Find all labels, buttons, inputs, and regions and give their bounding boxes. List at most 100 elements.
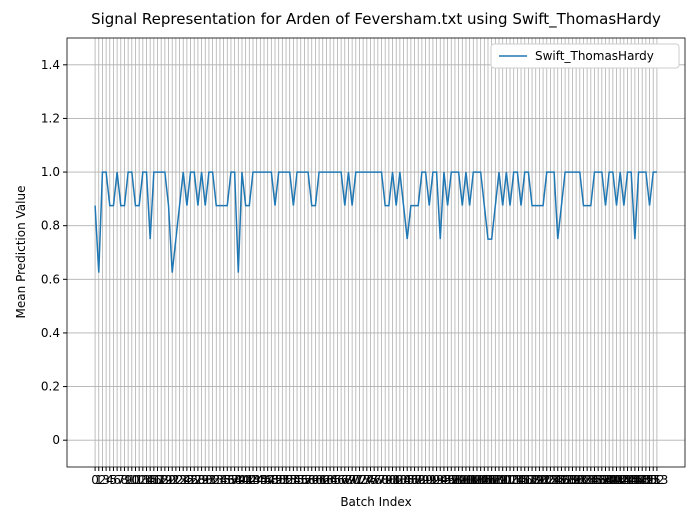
x-tick-label: 59	[304, 473, 319, 487]
x-tick-label: 98	[447, 473, 462, 487]
x-tick-label: 36	[220, 473, 235, 487]
x-tick-label: 13	[135, 473, 150, 487]
y-tick-label: 0.4	[41, 326, 60, 340]
x-tick-label: 31	[201, 473, 216, 487]
y-tick-label: 0	[52, 433, 60, 447]
x-tick-label: 66	[330, 473, 345, 487]
x-tick-label: 143	[609, 473, 632, 487]
x-tick-label: 106	[473, 473, 496, 487]
x-tick-label: 16	[146, 473, 161, 487]
x-tick-label: 10	[124, 473, 139, 487]
x-tick-label: 57	[297, 473, 312, 487]
x-tick-label: 145	[616, 473, 639, 487]
x-tick-label: 110	[488, 473, 511, 487]
x-tick-label: 26	[183, 473, 198, 487]
x-tick-label: 30	[198, 473, 213, 487]
x-tick-label: 37	[223, 473, 238, 487]
x-tick-label: 94	[433, 473, 448, 487]
x-tick-label: 105	[469, 473, 492, 487]
x-tick-label: 50	[271, 473, 286, 487]
x-tick-label: 27	[187, 473, 202, 487]
x-tick-label: 18	[154, 473, 169, 487]
x-tick-label: 141	[601, 473, 624, 487]
x-tick-label: 84	[396, 473, 411, 487]
x-tick-label: 87	[407, 473, 422, 487]
x-tick-label: 137	[587, 473, 610, 487]
x-tick-label: 74	[359, 473, 374, 487]
x-tick-label: 60	[308, 473, 323, 487]
x-tick-label: 9	[124, 473, 132, 487]
x-tick-label: 23	[172, 473, 187, 487]
x-tick-label: 152	[642, 473, 665, 487]
x-tick-label: 67	[333, 473, 348, 487]
x-tick-label: 127	[550, 473, 573, 487]
x-tick-label: 48	[264, 473, 279, 487]
x-tick-label: 101	[455, 473, 478, 487]
x-tick-label: 6	[113, 473, 121, 487]
x-tick-label: 79	[378, 473, 393, 487]
x-tick-label: 85	[400, 473, 415, 487]
x-tick-label: 21	[165, 473, 180, 487]
x-tick-label: 91	[422, 473, 437, 487]
x-tick-label: 81	[385, 473, 400, 487]
x-tick-label: 5	[110, 473, 118, 487]
x-tick-label: 41	[238, 473, 253, 487]
x-tick-label: 20	[161, 473, 176, 487]
x-tick-label: 44	[249, 473, 264, 487]
x-tick-label: 12	[132, 473, 147, 487]
x-tick-label: 77	[370, 473, 385, 487]
x-tick-label: 63	[319, 473, 334, 487]
x-tick-label: 90	[418, 473, 433, 487]
x-tick-label: 135	[579, 473, 602, 487]
x-tick-label: 76	[367, 473, 382, 487]
x-tick-label: 121	[528, 473, 551, 487]
x-tick-label: 24	[176, 473, 191, 487]
x-tick-label: 89	[414, 473, 429, 487]
x-tick-label: 58	[300, 473, 315, 487]
x-axis-label: Batch Index	[340, 495, 411, 509]
x-tick-label: 100	[451, 473, 474, 487]
x-tick-label: 136	[583, 473, 606, 487]
x-tick-label: 151	[638, 473, 661, 487]
x-tick-label: 129	[557, 473, 580, 487]
x-tick-label: 111	[491, 473, 514, 487]
x-tick-label: 142	[605, 473, 628, 487]
x-tick-label: 32	[205, 473, 220, 487]
x-tick-label: 153	[645, 473, 668, 487]
x-tick-label: 28	[190, 473, 205, 487]
x-tick-label: 2	[99, 473, 107, 487]
x-tick-label: 40	[234, 473, 249, 487]
x-tick-label: 86	[403, 473, 418, 487]
x-tick-label: 120	[524, 473, 547, 487]
x-tick-label: 1	[95, 473, 103, 487]
x-tick-label: 46	[256, 473, 271, 487]
x-tick-label: 139	[594, 473, 617, 487]
x-tick-label: 78	[374, 473, 389, 487]
x-tick-label: 102	[458, 473, 481, 487]
x-tick-label: 138	[590, 473, 613, 487]
x-tick-label: 83	[392, 473, 407, 487]
x-tick-label: 128	[554, 473, 577, 487]
x-tick-label: 134	[576, 473, 599, 487]
x-tick-label: 49	[267, 473, 282, 487]
x-tick-label: 116	[510, 473, 533, 487]
x-tick-label: 53	[282, 473, 297, 487]
x-tick-label: 8	[121, 473, 129, 487]
x-tick-label: 113	[499, 473, 522, 487]
x-tick-label: 33	[209, 473, 224, 487]
x-tick-label: 42	[242, 473, 257, 487]
x-tick-label: 114	[502, 473, 525, 487]
x-tick-label: 39	[231, 473, 246, 487]
x-tick-label: 3	[102, 473, 110, 487]
y-tick-label: 1.2	[41, 111, 60, 125]
x-tick-label: 54	[286, 473, 301, 487]
legend: Swift_ThomasHardy	[490, 43, 680, 69]
x-tick-label: 71	[348, 473, 363, 487]
x-tick-label: 107	[477, 473, 500, 487]
x-tick-label: 64	[322, 473, 337, 487]
legend-label: Swift_ThomasHardy	[535, 49, 654, 63]
x-tick-label: 132	[568, 473, 591, 487]
x-tick-label: 118	[517, 473, 540, 487]
x-tick-label: 130	[561, 473, 584, 487]
